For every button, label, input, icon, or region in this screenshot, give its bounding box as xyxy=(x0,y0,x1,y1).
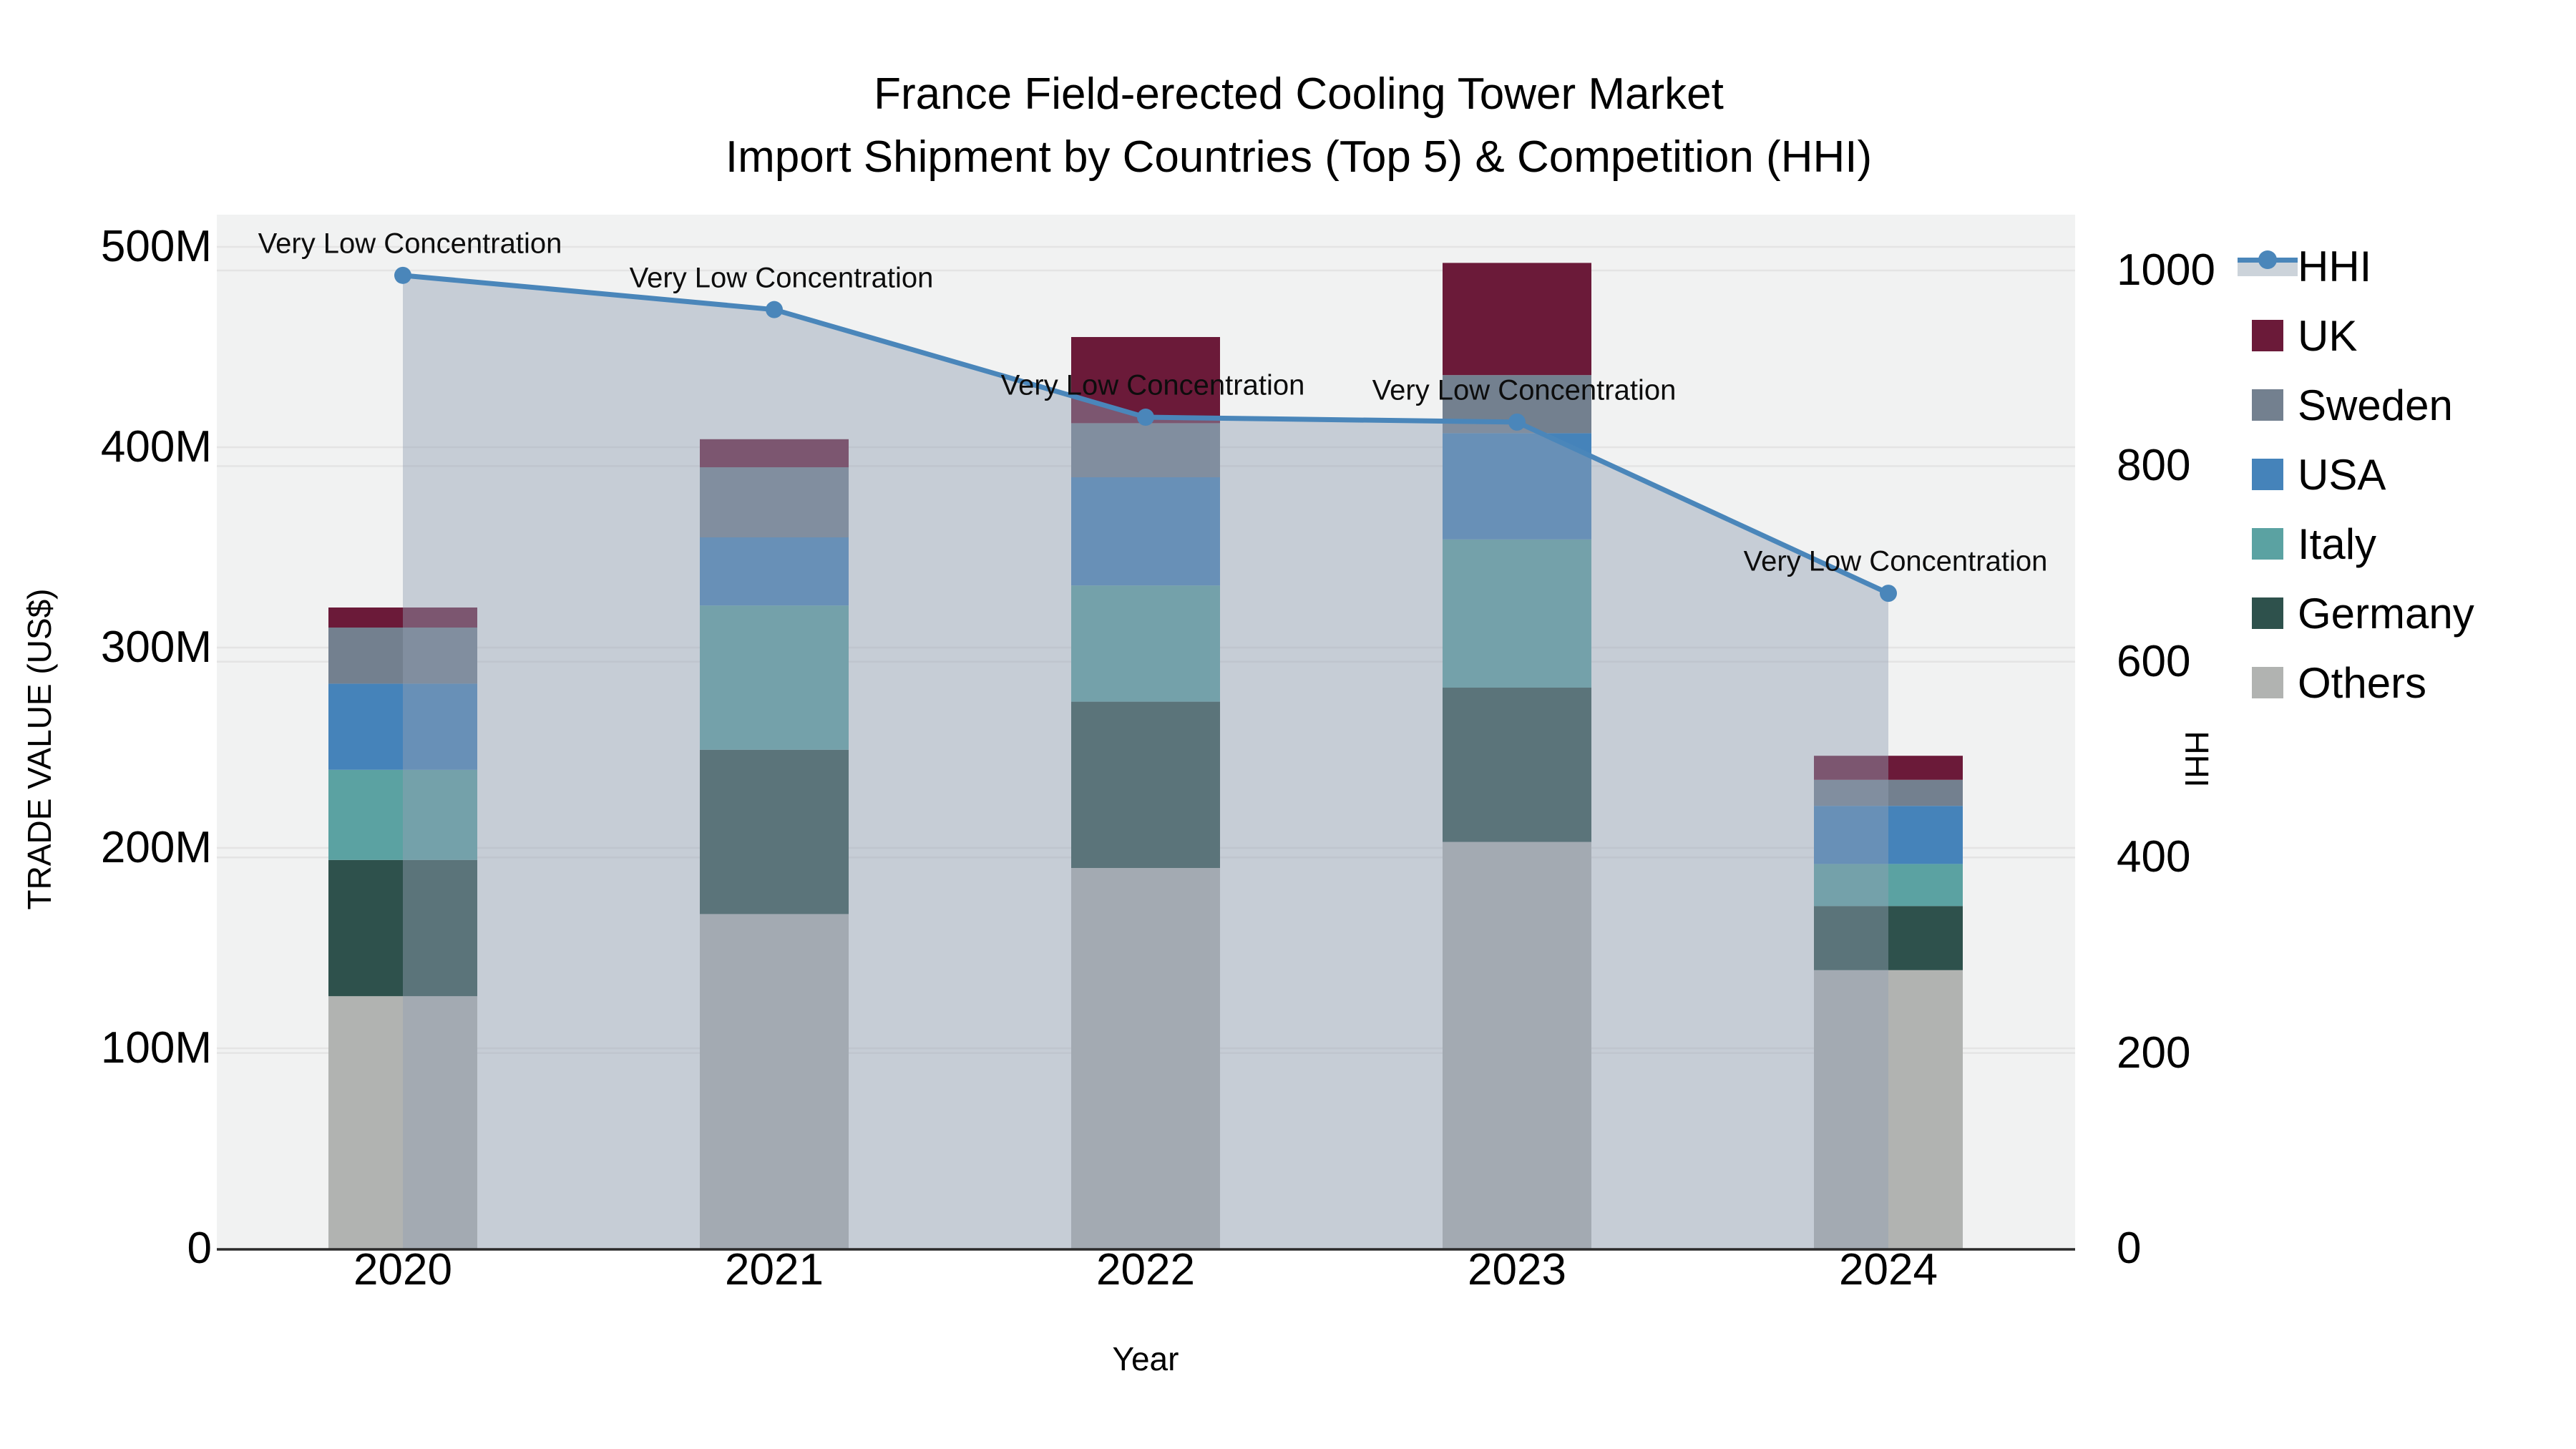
y-right-tick-label: 200 xyxy=(2117,1028,2191,1078)
y-right-tick-label: 400 xyxy=(2117,832,2191,882)
legend-glyph-germany xyxy=(2238,579,2298,648)
legend-swatch-italy xyxy=(2252,528,2283,560)
bar-segment-sweden-2024[interactable] xyxy=(1814,779,1963,806)
legend-label-sweden: Sweden xyxy=(2298,381,2453,429)
bar-segment-usa-2020[interactable] xyxy=(328,683,477,770)
bar-segment-sweden-2021[interactable] xyxy=(700,467,849,537)
legend-glyph-italy xyxy=(2238,509,2298,579)
legend-item-italy[interactable]: Italy xyxy=(2238,509,2474,579)
y-right-tick-label: 600 xyxy=(2117,636,2191,686)
bar-segment-germany-2021[interactable] xyxy=(700,749,849,914)
legend-glyph-usa xyxy=(2238,440,2298,509)
y-axis-title-left: TRADE VALUE (US$) xyxy=(21,588,58,910)
legend-item-germany[interactable]: Germany xyxy=(2238,579,2474,648)
bar-segment-others-2021[interactable] xyxy=(700,914,849,1249)
bar-segment-others-2020[interactable] xyxy=(328,996,477,1249)
bar-segment-italy-2024[interactable] xyxy=(1814,864,1963,907)
bar-segment-germany-2022[interactable] xyxy=(1071,701,1220,868)
annotation-very-low-concentration: Very Low Concentration xyxy=(258,228,562,260)
x-tick-label-2021: 2021 xyxy=(725,1245,824,1294)
bar-segment-sweden-2020[interactable] xyxy=(328,628,477,684)
hhi-area-fill xyxy=(403,275,1888,1251)
x-tick-label-2022: 2022 xyxy=(1096,1245,1195,1294)
chart-title-line2: Import Shipment by Countries (Top 5) & C… xyxy=(725,132,1873,182)
annotation-very-low-concentration: Very Low Concentration xyxy=(1372,374,1677,406)
y-axis-title-right: HHI xyxy=(2178,731,2215,788)
legend-item-others[interactable]: Others xyxy=(2238,648,2474,718)
legend-item-hhi[interactable]: HHI xyxy=(2238,232,2474,301)
bar-segment-usa-2024[interactable] xyxy=(1814,806,1963,864)
bar-segment-italy-2023[interactable] xyxy=(1443,539,1591,688)
legend-item-sweden[interactable]: Sweden xyxy=(2238,371,2474,440)
legend-swatch-uk xyxy=(2252,320,2283,351)
chart-title: France Field-erected Cooling Tower Marke… xyxy=(21,63,2576,189)
bar-segment-sweden-2022[interactable] xyxy=(1071,423,1220,477)
bar-segment-italy-2022[interactable] xyxy=(1071,585,1220,702)
bar-segment-usa-2022[interactable] xyxy=(1071,477,1220,586)
x-tick-label-2024: 2024 xyxy=(1839,1245,1938,1294)
annotation-very-low-concentration: Very Low Concentration xyxy=(1000,369,1305,401)
legend-swatch-others xyxy=(2252,667,2283,698)
y-left-tick-label: 0 xyxy=(187,1224,212,1273)
y-right-tick-label: 1000 xyxy=(2117,245,2215,295)
bar-segment-uk-2024[interactable] xyxy=(1814,756,1963,780)
legend-label-germany: Germany xyxy=(2298,590,2474,638)
legend-item-uk[interactable]: UK xyxy=(2238,301,2474,371)
bar-segment-germany-2023[interactable] xyxy=(1443,688,1591,842)
x-tick-label-2020: 2020 xyxy=(353,1245,452,1294)
hhi-marker-2024[interactable] xyxy=(1880,585,1897,602)
bar-segment-uk-2021[interactable] xyxy=(700,439,849,467)
bar-segment-italy-2020[interactable] xyxy=(328,769,477,860)
bar-segment-germany-2024[interactable] xyxy=(1814,906,1963,970)
legend-glyph-hhi xyxy=(2238,232,2298,301)
legend-label-uk: UK xyxy=(2298,312,2358,360)
x-tick-label-2023: 2023 xyxy=(1468,1245,1566,1294)
y-left-tick-label: 400M xyxy=(100,422,212,472)
y-left-tick-label: 200M xyxy=(100,823,212,872)
legend-label-others: Others xyxy=(2298,659,2427,707)
bar-segment-others-2022[interactable] xyxy=(1071,868,1220,1249)
bar-segment-usa-2023[interactable] xyxy=(1443,433,1591,540)
legend-swatch-germany xyxy=(2252,597,2283,629)
hhi-marker-2021[interactable] xyxy=(766,301,783,318)
hhi-marker-2023[interactable] xyxy=(1508,413,1526,431)
bar-segment-italy-2021[interactable] xyxy=(700,605,849,750)
annotation-very-low-concentration: Very Low Concentration xyxy=(629,262,934,294)
bar-segment-usa-2021[interactable] xyxy=(700,537,849,606)
legend-glyph-sweden xyxy=(2238,371,2298,440)
bar-segment-germany-2020[interactable] xyxy=(328,859,477,997)
x-axis-title: Year xyxy=(1112,1340,1179,1377)
hhi-marker-2022[interactable] xyxy=(1137,409,1154,426)
y-left-tick-label: 300M xyxy=(100,623,212,672)
bar-segment-others-2023[interactable] xyxy=(1443,841,1591,1249)
legend-glyph-others xyxy=(2238,648,2298,718)
legend-swatch-usa xyxy=(2252,459,2283,490)
bar-segment-others-2024[interactable] xyxy=(1814,970,1963,1249)
bar-segment-uk-2023[interactable] xyxy=(1443,263,1591,376)
legend-label-hhi: HHI xyxy=(2298,243,2372,291)
y-left-tick-label: 500M xyxy=(100,222,212,271)
bar-segment-uk-2020[interactable] xyxy=(328,608,477,628)
hhi-marker-2020[interactable] xyxy=(394,266,411,284)
annotation-very-low-concentration: Very Low Concentration xyxy=(1743,545,2048,577)
legend-swatch-sweden xyxy=(2252,389,2283,421)
legend: HHI UK Sweden USA Italy Germany Others xyxy=(2238,232,2474,718)
legend-glyph-uk xyxy=(2238,301,2298,371)
y-right-tick-label: 0 xyxy=(2117,1224,2142,1273)
legend-item-usa[interactable]: USA xyxy=(2238,440,2474,509)
legend-label-usa: USA xyxy=(2298,451,2386,499)
chart-title-line1: France Field-erected Cooling Tower Marke… xyxy=(874,69,1724,119)
hhi-marker-swatch xyxy=(2258,250,2277,269)
y-left-tick-label: 100M xyxy=(100,1023,212,1073)
legend-label-italy: Italy xyxy=(2298,520,2377,568)
y-right-tick-label: 800 xyxy=(2117,441,2191,491)
